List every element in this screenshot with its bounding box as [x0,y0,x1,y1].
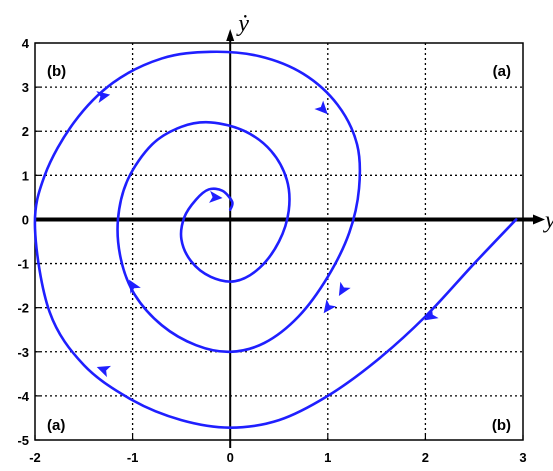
region-label: (b) [47,63,66,80]
direction-arrow [96,91,111,103]
y-tick-label: -5 [17,433,29,448]
y-tick-label: -1 [17,257,29,272]
region-label: (a) [493,63,511,80]
region-label: (b) [492,417,511,434]
x-tick-label: 3 [519,450,526,465]
tick-labels: -2 -1 0 1 2 3 -5 -4 -3 -2 -1 0 1 2 3 4 [17,36,526,465]
horizontal-axis-arrowhead [533,214,545,225]
region-labels: (b) (a) (a) (b) [47,63,511,434]
x-tick-label: 1 [324,450,331,465]
x-tick-label: 0 [227,450,234,465]
y-tick-label: 3 [22,80,29,95]
x-tick-label: -2 [29,450,41,465]
y-axis-label: ẏ [236,11,249,37]
y-tick-label: -4 [17,389,29,404]
region-label: (a) [47,417,65,434]
direction-arrow [424,308,439,321]
direction-arrow [314,100,328,115]
trajectory-arrows [96,91,439,378]
trajectory-line [33,50,518,429]
y-tick-label: -2 [17,301,29,316]
direction-arrow [323,299,337,314]
y-tick-label: 1 [22,168,29,183]
direction-arrow [209,190,223,203]
zero-axes [35,29,545,448]
direction-arrow [129,279,141,294]
x-tick-label: -1 [127,450,139,465]
y-tick-label: 2 [22,124,29,139]
y-tick-label: -3 [17,345,29,360]
direction-arrow [338,281,351,297]
grid-lines [34,42,524,441]
x-tick-label: 2 [422,450,429,465]
trajectory-curve [33,50,518,429]
y-tick-label: 0 [22,212,29,227]
y-tick-label: 4 [22,36,30,51]
vertical-axis-arrowhead [226,29,235,41]
direction-arrow [96,365,112,378]
x-axis-label: y [543,207,553,233]
